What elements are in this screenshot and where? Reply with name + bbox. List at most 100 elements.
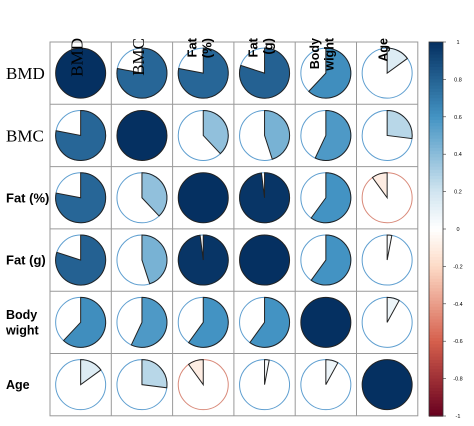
colorbar-step	[429, 104, 443, 109]
colorbar-step	[429, 406, 443, 411]
colorbar-step	[429, 384, 443, 389]
colorbar-step	[429, 338, 443, 342]
pie-wedge	[55, 172, 107, 224]
colorbar-step	[429, 400, 443, 405]
colorbar-step	[429, 216, 443, 221]
colorbar-tick-label: 0	[456, 227, 459, 233]
colorbar-step	[429, 160, 443, 165]
colorbar-step	[429, 79, 443, 84]
colorbar-step	[429, 397, 443, 402]
colorbar-step	[429, 141, 443, 146]
colorbar-step	[429, 169, 443, 174]
pie-wedge	[55, 47, 107, 99]
colorbar-step	[429, 257, 443, 261]
pie-wedge	[310, 172, 352, 224]
colorbar-step	[429, 51, 443, 56]
colorbar-step	[429, 334, 443, 339]
pie-cell-2-4	[300, 172, 352, 224]
colorbar-step	[429, 316, 443, 320]
pie-cell-1-1	[116, 109, 168, 161]
colorbar-tick-label: 0.2	[454, 190, 462, 196]
pie-wedge	[239, 172, 291, 224]
colorbar-step	[429, 147, 443, 152]
pie-cell-5-2	[177, 359, 229, 411]
pie-cell-4-5	[361, 296, 413, 348]
pie-wedge	[62, 296, 107, 348]
pie-wedge	[239, 47, 291, 99]
colorbar-tick-label: -0.8	[453, 377, 462, 383]
column-label: wight	[322, 37, 336, 71]
colorbar-step	[429, 63, 443, 68]
colorbar-step	[429, 356, 443, 361]
pie-wedge	[300, 296, 352, 348]
pie-wedge	[80, 359, 102, 386]
row-label: Age	[6, 378, 30, 392]
colorbar-step	[429, 144, 443, 149]
pie-wedge	[187, 359, 204, 387]
row-label: Fat (%)	[6, 190, 49, 205]
colorbar-step	[429, 359, 443, 364]
column-label: Body	[308, 38, 322, 69]
pie-cell-4-1	[116, 296, 168, 348]
colorbar-step	[429, 179, 443, 183]
colorbar-step	[429, 319, 443, 324]
colorbar-step	[429, 331, 443, 336]
colorbar-step	[429, 263, 443, 267]
pie-wedge	[177, 47, 229, 99]
pie-cell-5-1	[116, 359, 168, 411]
row-label: BMC	[6, 126, 44, 145]
pie-wedge	[55, 109, 107, 161]
pie-cell-2-0	[55, 172, 107, 224]
colorbar-step	[429, 253, 443, 258]
colorbar-step	[429, 101, 443, 105]
pie-cell-3-3	[239, 234, 291, 286]
pie-wedge	[141, 359, 168, 389]
colorbar-step	[429, 372, 443, 377]
pie-wedge	[239, 234, 291, 286]
colorbar-step	[429, 126, 443, 130]
row-label: Fat (g)	[6, 253, 46, 268]
colorbar-step	[429, 85, 443, 90]
colorbar-step	[429, 91, 443, 96]
column-label: Age	[377, 38, 391, 62]
pie-cell-3-5	[361, 234, 413, 286]
colorbar: 1 0.8 0.6 0.4 0.2 0 -0.2 -0.4 -0.6 -0.8 -1	[428, 40, 463, 420]
colorbar-step	[429, 281, 443, 286]
colorbar-step	[429, 213, 443, 218]
colorbar-step	[429, 82, 443, 87]
column-label: BMC	[129, 38, 148, 76]
colorbar-step	[429, 322, 443, 327]
colorbar-step	[429, 347, 443, 352]
colorbar-tick-label: 0.6	[454, 115, 462, 121]
pie-wedge	[55, 234, 107, 286]
colorbar-step	[429, 313, 443, 317]
colorbar-step	[429, 391, 443, 395]
pie-wedge	[177, 172, 229, 224]
colorbar-tick-label: 1	[456, 40, 459, 46]
colorbar-step	[429, 188, 443, 193]
colorbar-step	[429, 110, 443, 115]
pie-wedge	[264, 109, 290, 160]
pie-cell-2-3	[239, 172, 291, 224]
pie-cell-3-1	[116, 234, 168, 286]
colorbar-step	[429, 151, 443, 155]
colorbar-step	[429, 266, 443, 271]
pie-cell-5-0	[55, 359, 107, 411]
pie-wedge	[130, 296, 168, 348]
colorbar-step	[429, 306, 443, 311]
colorbar-tick-label: 0.8	[454, 77, 462, 83]
colorbar-tick-label: 0.4	[454, 152, 462, 158]
pie-cell-1-5	[361, 109, 413, 161]
column-label: (g)	[261, 38, 276, 55]
pie-wedge	[264, 359, 270, 385]
colorbar-step	[429, 285, 443, 289]
colorbar-step	[429, 176, 443, 180]
colorbar-step	[429, 412, 443, 417]
pie-cell-1-0	[55, 109, 107, 161]
pie-cell-0-2	[177, 47, 229, 99]
colorbar-step	[429, 403, 443, 408]
colorbar-step	[429, 172, 443, 177]
colorbar-step	[429, 185, 443, 190]
colorbar-step	[429, 135, 443, 140]
pie-wedge	[371, 172, 388, 200]
